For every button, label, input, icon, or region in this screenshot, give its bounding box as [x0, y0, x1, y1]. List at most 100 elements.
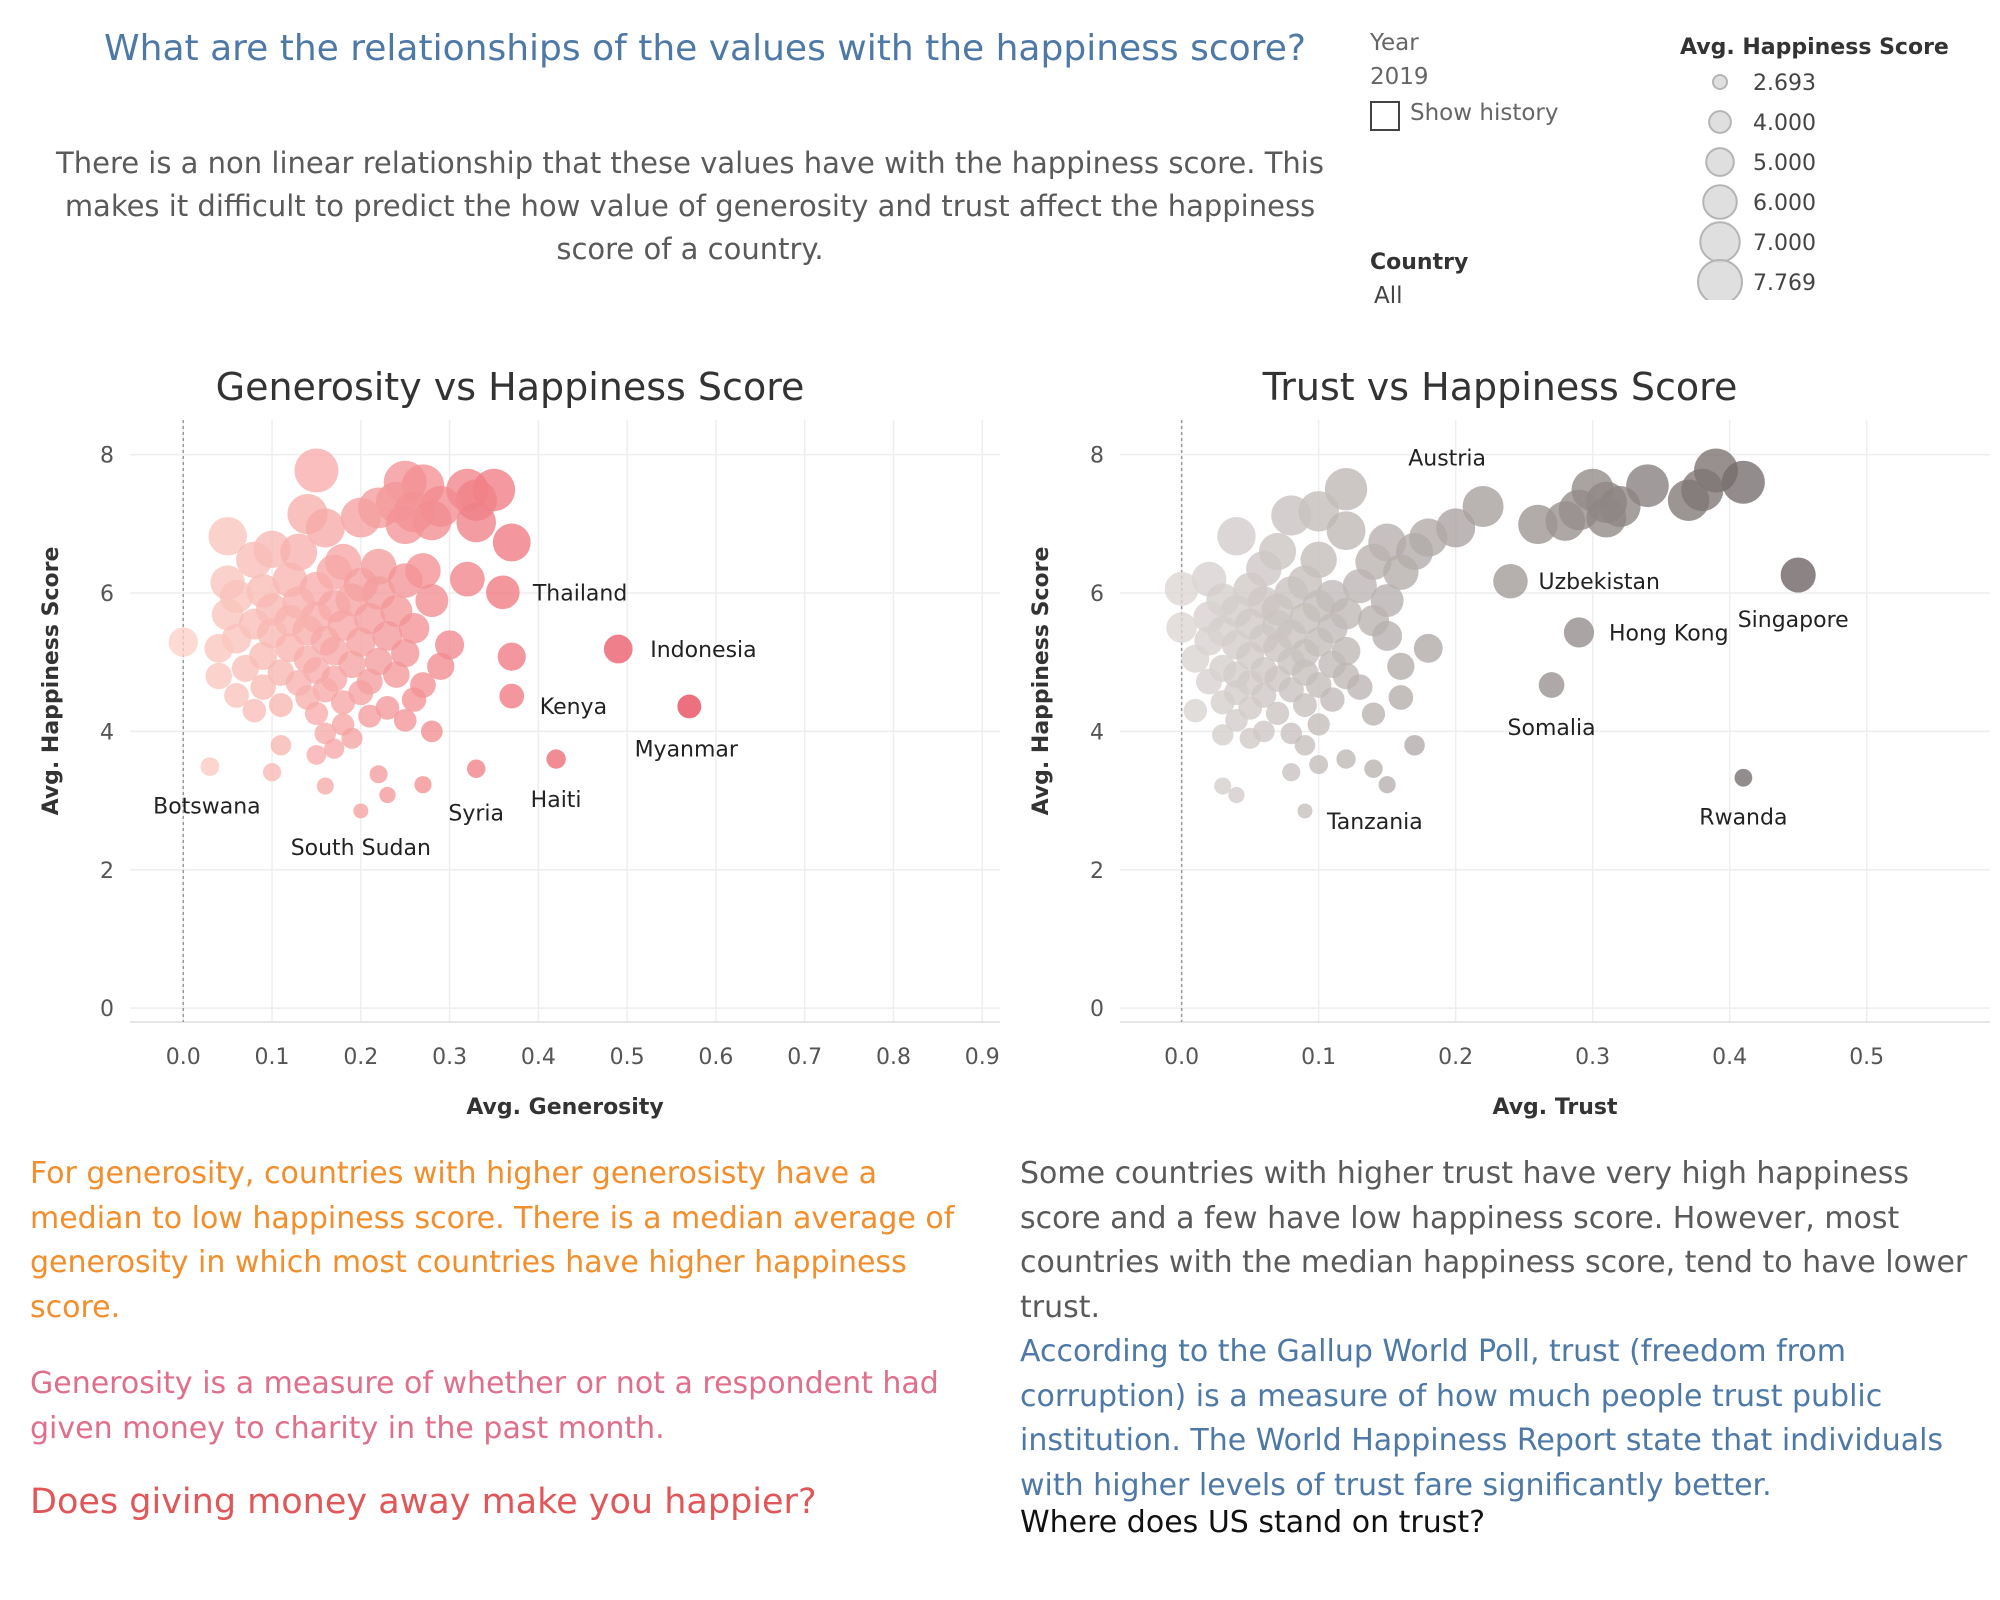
data-point[interactable]: [1493, 563, 1528, 599]
data-point[interactable]: [306, 745, 327, 765]
data-point[interactable]: [1538, 672, 1565, 698]
data-point[interactable]: [1388, 685, 1414, 710]
data-point[interactable]: [1196, 668, 1223, 695]
data-point[interactable]: [546, 749, 566, 769]
data-point[interactable]: [1667, 479, 1710, 521]
data-point[interactable]: [1214, 777, 1232, 795]
data-point[interactable]: [1294, 734, 1316, 756]
data-point[interactable]: [1404, 734, 1425, 756]
data-point[interactable]: [1228, 786, 1245, 804]
data-point[interactable]: [391, 638, 420, 668]
show-history-checkbox[interactable]: [1370, 101, 1400, 131]
data-point[interactable]: [324, 738, 345, 759]
data-point[interactable]: [499, 683, 525, 709]
data-point[interactable]: [1210, 690, 1235, 715]
data-point[interactable]: [236, 541, 273, 578]
data-point[interactable]: [268, 693, 293, 718]
data-point[interactable]: [1217, 517, 1256, 556]
data-point[interactable]: [338, 650, 366, 678]
data-point[interactable]: [346, 627, 376, 657]
year-filter-value[interactable]: 2019: [1370, 64, 1429, 90]
data-point[interactable]: [1309, 755, 1329, 775]
data-point[interactable]: [466, 759, 486, 779]
data-point[interactable]: [242, 698, 267, 723]
data-point[interactable]: [398, 613, 430, 644]
data-point[interactable]: [456, 502, 497, 543]
data-point[interactable]: [497, 642, 526, 671]
data-point[interactable]: [1372, 620, 1403, 651]
data-point[interactable]: [383, 661, 410, 688]
data-point[interactable]: [204, 633, 234, 663]
data-point[interactable]: [1518, 504, 1558, 545]
data-point[interactable]: [316, 777, 334, 795]
data-point[interactable]: [208, 517, 247, 556]
data-point[interactable]: [1320, 687, 1345, 712]
data-point[interactable]: [1297, 803, 1313, 819]
data-point[interactable]: [677, 694, 702, 719]
data-point[interactable]: [1183, 698, 1208, 723]
data-point[interactable]: [1164, 571, 1199, 606]
data-point[interactable]: [385, 504, 425, 545]
data-point[interactable]: [1387, 652, 1415, 680]
data-point[interactable]: [414, 776, 432, 794]
data-point[interactable]: [304, 701, 329, 726]
data-point[interactable]: [369, 765, 388, 784]
data-point[interactable]: [420, 720, 443, 743]
data-point[interactable]: [1342, 569, 1377, 604]
data-point[interactable]: [1292, 693, 1317, 718]
data-point[interactable]: [270, 734, 292, 756]
data-point[interactable]: [205, 662, 233, 690]
data-point[interactable]: [1364, 759, 1383, 779]
data-point[interactable]: [330, 690, 356, 715]
data-point[interactable]: [340, 497, 381, 538]
data-point[interactable]: [393, 708, 417, 732]
data-point[interactable]: [1324, 467, 1368, 511]
data-point[interactable]: [353, 803, 369, 819]
data-point[interactable]: [1326, 511, 1366, 551]
data-point[interactable]: [387, 563, 423, 598]
data-point[interactable]: [1166, 612, 1197, 643]
data-point[interactable]: [486, 575, 520, 610]
data-point[interactable]: [168, 627, 198, 657]
data-point[interactable]: [427, 652, 455, 680]
data-point[interactable]: [262, 763, 282, 782]
data-point[interactable]: [401, 687, 427, 712]
data-point[interactable]: [1721, 460, 1765, 504]
data-point[interactable]: [1307, 713, 1330, 736]
data-point[interactable]: [1271, 495, 1312, 536]
data-point[interactable]: [379, 786, 396, 804]
data-point[interactable]: [1280, 722, 1303, 745]
data-point[interactable]: [1734, 768, 1753, 787]
data-point[interactable]: [1265, 701, 1290, 726]
data-point[interactable]: [305, 508, 345, 548]
data-point[interactable]: [280, 533, 318, 571]
data-point[interactable]: [211, 598, 244, 631]
data-point[interactable]: [372, 620, 403, 651]
country-filter-value[interactable]: All: [1374, 283, 1403, 309]
data-point[interactable]: [294, 448, 339, 493]
show-history-label[interactable]: Show history: [1410, 100, 1559, 126]
data-point[interactable]: [1563, 617, 1595, 648]
data-point[interactable]: [492, 523, 531, 562]
data-point[interactable]: [603, 634, 633, 664]
data-point[interactable]: [1361, 702, 1386, 726]
data-point[interactable]: [435, 630, 465, 660]
data-point[interactable]: [415, 584, 449, 618]
data-point[interactable]: [1336, 749, 1356, 769]
data-point[interactable]: [224, 682, 249, 708]
data-point[interactable]: [1383, 554, 1419, 590]
data-point[interactable]: [250, 674, 276, 700]
data-point[interactable]: [1586, 497, 1627, 538]
data-point[interactable]: [375, 695, 400, 720]
data-point[interactable]: [231, 654, 259, 682]
data-point[interactable]: [1212, 724, 1234, 746]
data-point[interactable]: [341, 727, 363, 749]
data-point[interactable]: [1413, 633, 1443, 663]
data-point[interactable]: [449, 561, 485, 597]
data-point[interactable]: [1225, 708, 1248, 732]
data-point[interactable]: [1462, 486, 1504, 527]
data-point[interactable]: [1239, 727, 1261, 749]
data-point[interactable]: [1378, 776, 1396, 794]
data-point[interactable]: [1282, 763, 1301, 782]
data-point[interactable]: [1181, 644, 1210, 673]
